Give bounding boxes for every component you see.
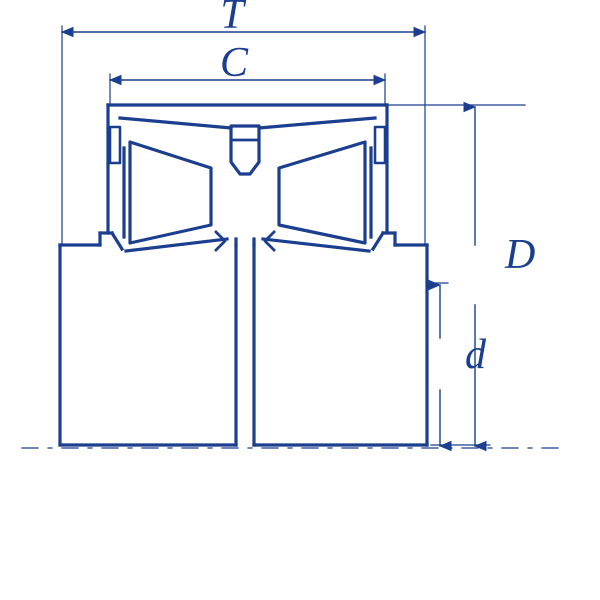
dim-label: D: [504, 232, 535, 278]
dim-label: T: [220, 0, 246, 38]
dim-label: d: [465, 332, 487, 378]
dim-label: C: [220, 40, 249, 86]
